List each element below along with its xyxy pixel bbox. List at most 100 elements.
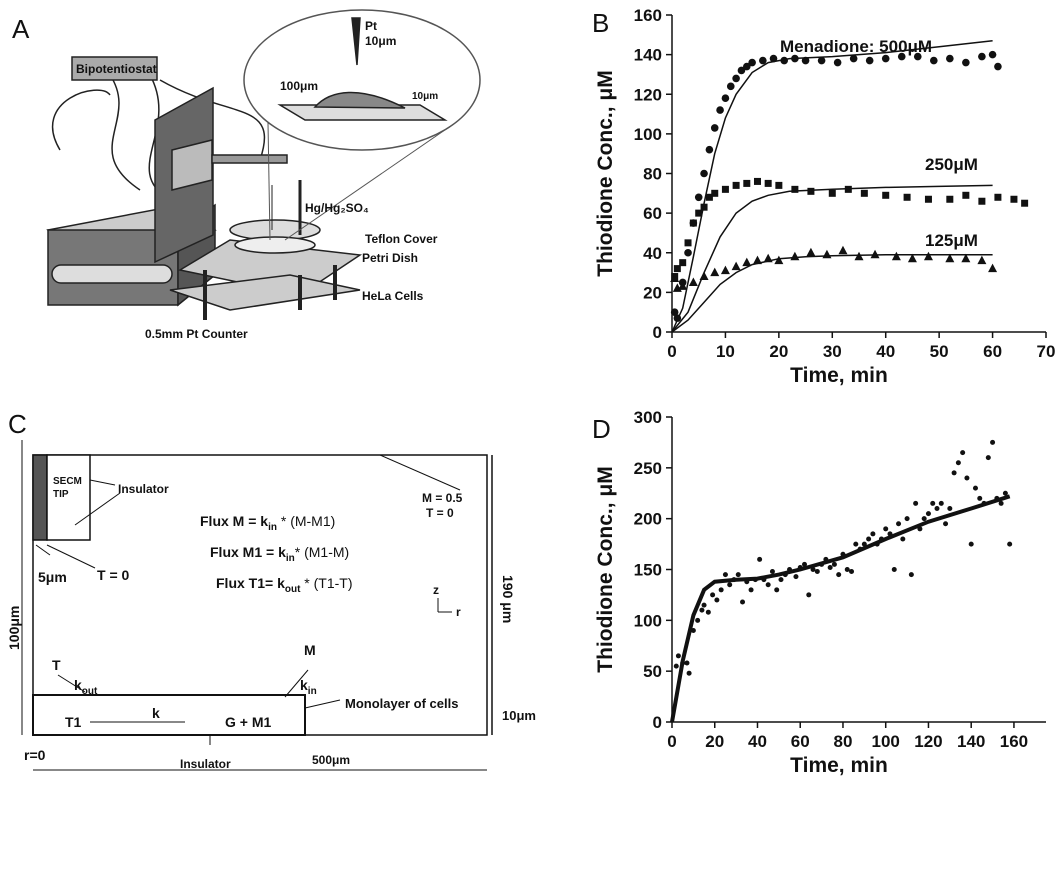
point	[737, 66, 746, 75]
point	[748, 587, 754, 593]
point	[998, 500, 1004, 506]
point	[961, 253, 971, 263]
point	[720, 265, 730, 275]
point	[731, 261, 741, 271]
point	[793, 574, 799, 580]
point	[838, 245, 848, 255]
label: T = 0	[426, 506, 454, 520]
point	[807, 187, 815, 195]
point	[791, 185, 799, 193]
point	[870, 531, 876, 537]
point	[670, 273, 680, 283]
eq-part: * (M-M1)	[277, 513, 335, 529]
y-axis-label: Thiodione Conc., μM	[594, 70, 617, 277]
point	[836, 572, 842, 578]
point	[700, 169, 708, 178]
label: T = 0	[97, 567, 130, 583]
point	[705, 609, 711, 615]
eq-sub: in	[268, 522, 277, 533]
x-axis-label: Time, min	[790, 364, 888, 387]
point	[705, 145, 714, 154]
point	[673, 265, 681, 273]
point	[988, 50, 997, 59]
point	[721, 94, 730, 103]
point	[675, 653, 681, 659]
point	[924, 195, 932, 203]
label: k	[300, 677, 308, 693]
point	[673, 663, 679, 669]
point	[946, 54, 954, 63]
point	[742, 257, 752, 267]
point	[1007, 541, 1013, 547]
x-tick-label: 70	[1037, 342, 1056, 361]
point	[778, 577, 784, 583]
point	[814, 569, 820, 575]
panel-label: B	[592, 8, 609, 38]
point	[881, 54, 890, 63]
point	[930, 56, 938, 65]
point	[861, 541, 867, 547]
label: Petri Dish	[362, 251, 418, 265]
point	[689, 219, 697, 227]
eq-part: Flux T1= k	[216, 575, 285, 591]
point	[701, 602, 707, 608]
y-tick-label: 20	[643, 283, 662, 302]
point	[934, 506, 940, 511]
point	[994, 62, 1002, 71]
point	[908, 572, 914, 578]
point	[774, 255, 784, 265]
point	[891, 567, 897, 572]
y-tick-label: 0	[653, 713, 662, 732]
apparatus-labels: Bipotentiostat Pt 10μm 100μm 10μm Hg/Hg₂…	[76, 19, 438, 341]
point	[743, 179, 751, 187]
point	[684, 248, 692, 257]
eq-sub: in	[286, 553, 295, 564]
x-tick-label: 60	[983, 342, 1002, 361]
panel-label: D	[592, 414, 611, 444]
x-tick-label: 50	[930, 342, 949, 361]
label: Insulator	[180, 757, 231, 771]
label-sub: out	[82, 686, 98, 697]
point	[732, 181, 740, 189]
label: T	[52, 657, 61, 673]
point	[865, 56, 874, 65]
y-tick-label: 100	[634, 611, 662, 630]
point	[962, 191, 970, 199]
point	[947, 506, 953, 511]
point	[694, 193, 703, 202]
point	[1021, 199, 1029, 207]
x-tick-label: 20	[769, 342, 788, 361]
point	[828, 189, 836, 197]
point	[913, 52, 922, 61]
point	[964, 475, 970, 481]
label: T1	[65, 714, 82, 730]
point	[921, 516, 927, 522]
fit-line	[671, 253, 993, 333]
point	[860, 189, 868, 197]
point	[714, 597, 720, 603]
point	[968, 541, 974, 547]
x-tick-label: 100	[872, 732, 900, 751]
x-tick-label: 60	[791, 732, 810, 751]
x-tick-label: 120	[914, 732, 942, 751]
point	[817, 56, 826, 65]
point	[710, 267, 720, 277]
annotation: 125μM	[925, 231, 978, 250]
point	[670, 308, 679, 316]
y-tick-label: 50	[643, 662, 662, 681]
x-tick-label: 40	[748, 732, 767, 751]
point	[1010, 195, 1018, 203]
point	[740, 599, 746, 605]
point	[904, 516, 910, 522]
y-tick-label: 150	[634, 561, 662, 580]
point	[923, 251, 933, 261]
point	[960, 450, 966, 456]
model-labels: SECM TIP Insulator M = 0.5 T = 0 5μm T =…	[6, 476, 536, 771]
label: Bipotentiostat	[76, 62, 157, 76]
fit-line	[670, 494, 1011, 723]
point	[962, 58, 970, 67]
point	[748, 58, 756, 67]
point	[699, 607, 705, 613]
apparatus	[46, 9, 481, 320]
